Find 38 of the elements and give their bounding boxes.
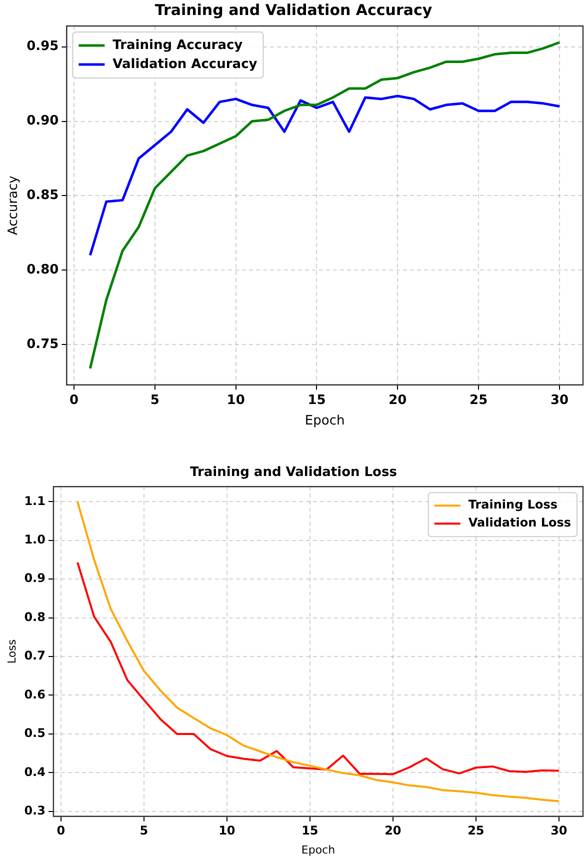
y-tick-label: 1.1 — [24, 494, 46, 508]
y-tick-label: 0.8 — [24, 610, 46, 624]
y-tick-label: 0.6 — [24, 687, 46, 702]
legend-label: Validation Loss — [468, 516, 572, 530]
legend-label: Training Loss — [468, 498, 558, 512]
y-tick-label: 0.3 — [24, 803, 46, 818]
y-tick-label: 0.80 — [26, 262, 59, 278]
y-tick-label: 0.7 — [24, 648, 46, 663]
x-tick-label: 30 — [550, 824, 568, 838]
y-axis-title: Accuracy — [6, 175, 22, 236]
y-tick-label: 0.95 — [26, 39, 59, 54]
legend-label: Validation Accuracy — [112, 56, 258, 72]
x-axis-title: Epoch — [301, 843, 336, 856]
y-tick-label: 0.75 — [26, 336, 59, 352]
x-tick-label: 15 — [302, 824, 318, 838]
y-tick-label: 0.85 — [26, 188, 59, 204]
y-tick-label: 0.4 — [24, 764, 46, 779]
x-tick-label: 15 — [308, 392, 326, 408]
y-tick-label: 0.9 — [24, 571, 46, 586]
x-axis-title: Epoch — [304, 414, 345, 429]
chart-title: Training and Validation Accuracy — [154, 0, 432, 19]
x-tick-label: 25 — [468, 824, 484, 838]
y-tick-label: 0.90 — [26, 114, 59, 129]
x-tick-label: 20 — [384, 824, 402, 838]
x-tick-label: 0 — [69, 392, 78, 408]
legend-label: Training Accuracy — [112, 38, 244, 53]
x-tick-label: 10 — [226, 392, 245, 408]
x-tick-label: 25 — [470, 392, 488, 408]
x-tick-label: 20 — [388, 392, 407, 408]
chart-title: Training and Validation Loss — [190, 465, 398, 480]
x-tick-label: 30 — [550, 392, 569, 408]
y-axis-title: Loss — [5, 639, 18, 664]
x-tick-label: 0 — [56, 824, 66, 838]
y-tick-label: 1.0 — [24, 532, 46, 547]
x-tick-label: 5 — [150, 392, 160, 408]
x-tick-label: 5 — [140, 824, 148, 838]
x-tick-label: 10 — [218, 824, 236, 838]
y-tick-label: 0.5 — [24, 726, 46, 740]
